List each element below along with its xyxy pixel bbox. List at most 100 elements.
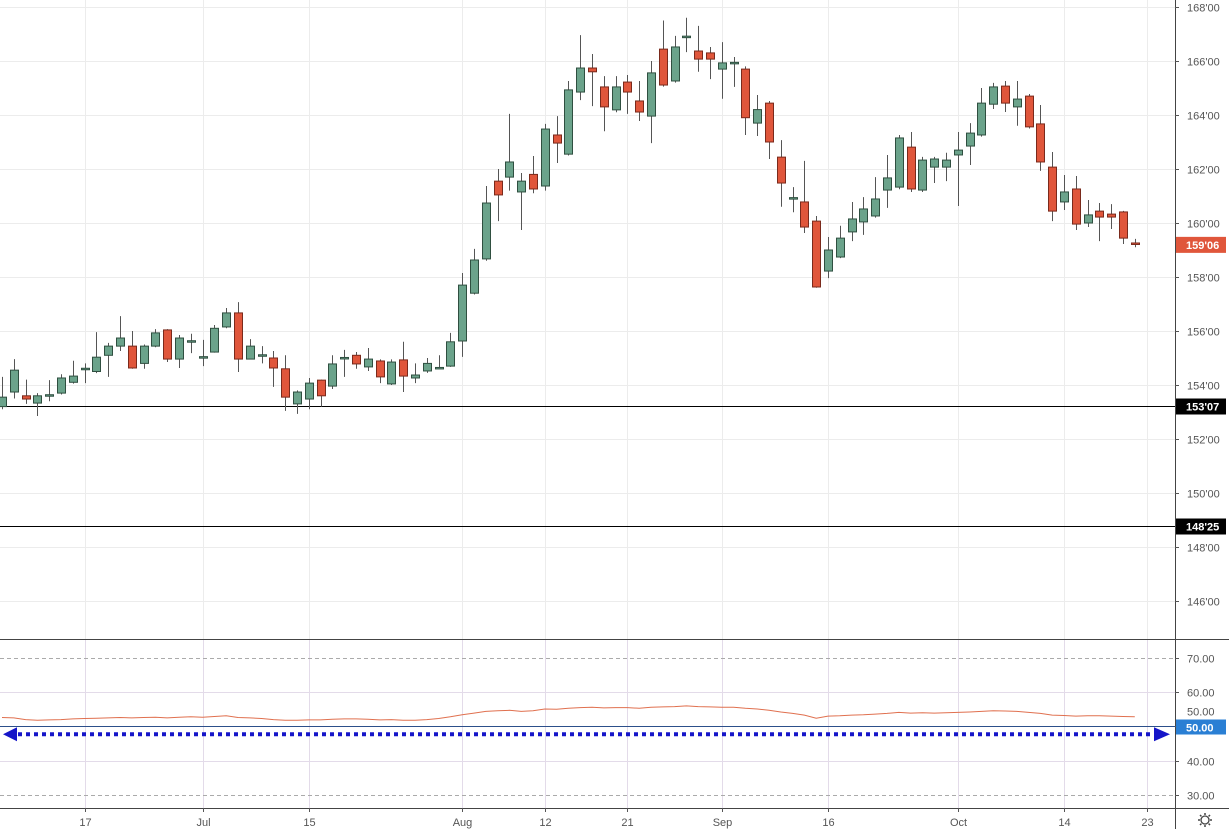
candle bbox=[741, 66, 750, 135]
candle bbox=[1119, 210, 1128, 245]
candle-body bbox=[859, 208, 868, 223]
candle-body bbox=[765, 102, 774, 143]
candle bbox=[411, 363, 420, 384]
time-tick-label: 21 bbox=[621, 817, 633, 829]
price-tick-label: 156'00 bbox=[1187, 327, 1220, 339]
price-axis[interactable]: 168'00 166'00 164'00 162'00 160'00 158'00 156'… bbox=[1175, 3, 1226, 803]
candle-body bbox=[682, 35, 691, 39]
arrow-left-icon bbox=[3, 727, 17, 742]
candle bbox=[541, 123, 550, 191]
candle-body bbox=[576, 67, 585, 93]
candle bbox=[364, 348, 373, 371]
candle-body bbox=[305, 382, 314, 400]
price-tick-label: 164'00 bbox=[1187, 111, 1220, 123]
candle bbox=[33, 393, 42, 417]
candle-body bbox=[517, 180, 526, 193]
rsi-tick-label: 50.00 bbox=[1187, 707, 1215, 719]
candle-body bbox=[199, 356, 208, 359]
time-tick-label: 12 bbox=[539, 817, 551, 829]
candle-body bbox=[116, 337, 125, 347]
candle-body bbox=[977, 102, 986, 136]
candle bbox=[446, 332, 455, 367]
candle-body bbox=[671, 46, 680, 82]
candle bbox=[1048, 151, 1057, 222]
candle bbox=[352, 352, 361, 369]
candle bbox=[69, 360, 78, 384]
candle-body bbox=[741, 68, 750, 119]
candle bbox=[1084, 200, 1093, 228]
horizontal-lines[interactable] bbox=[0, 406, 1175, 527]
candle bbox=[1131, 238, 1140, 248]
candle bbox=[0, 376, 7, 410]
candle bbox=[81, 363, 90, 384]
candle bbox=[883, 154, 892, 208]
candle-body bbox=[812, 220, 821, 288]
gear-icon[interactable] bbox=[1198, 813, 1212, 827]
price-tick-label: 166'00 bbox=[1187, 57, 1220, 69]
candle-body bbox=[269, 357, 278, 369]
candle bbox=[765, 100, 774, 160]
price-grid bbox=[0, 0, 1175, 639]
candle bbox=[1095, 203, 1104, 242]
candle-body bbox=[1119, 211, 1128, 239]
candle-body bbox=[730, 61, 739, 65]
candle-body bbox=[399, 359, 408, 377]
rsi-tick-label: 40.00 bbox=[1187, 757, 1215, 769]
time-tick-label: 15 bbox=[303, 817, 315, 829]
candle bbox=[293, 390, 302, 414]
candle bbox=[151, 329, 160, 348]
candle-body bbox=[1036, 123, 1045, 163]
candle bbox=[789, 187, 798, 213]
candle bbox=[246, 339, 255, 360]
candle bbox=[1036, 105, 1045, 171]
candle bbox=[600, 76, 609, 132]
time-axis[interactable]: 17 Jul 15 Aug 12 21 Sep 16 Oct 14 23 bbox=[79, 808, 1154, 829]
candle bbox=[1072, 176, 1081, 231]
candle-body bbox=[659, 48, 668, 86]
candle bbox=[104, 342, 113, 377]
candle bbox=[222, 308, 231, 329]
rsi-tick-label: 30.00 bbox=[1187, 791, 1215, 803]
candle-body bbox=[293, 391, 302, 405]
price-tick-label: 150'00 bbox=[1187, 489, 1220, 501]
candle-body bbox=[918, 159, 927, 191]
candle bbox=[269, 350, 278, 387]
candle bbox=[836, 225, 845, 259]
candle-body bbox=[470, 259, 479, 294]
candle bbox=[305, 377, 314, 410]
candle-body bbox=[800, 201, 809, 228]
candle bbox=[317, 379, 326, 407]
candle bbox=[647, 61, 656, 144]
rsi-tick-label: 60.00 bbox=[1187, 688, 1215, 700]
horizontal-line-label: 148'25 bbox=[1186, 522, 1219, 534]
candle bbox=[376, 359, 385, 384]
candle-body bbox=[494, 180, 503, 196]
candle-body bbox=[541, 128, 550, 187]
rsi-pane bbox=[0, 640, 1175, 808]
candle bbox=[470, 248, 479, 295]
candle bbox=[824, 237, 833, 279]
candle-body bbox=[258, 354, 267, 357]
candle-body bbox=[706, 52, 715, 60]
candle bbox=[140, 344, 149, 369]
candle bbox=[505, 113, 514, 191]
candle bbox=[588, 53, 597, 107]
candle-body bbox=[1001, 85, 1010, 104]
candle-body bbox=[942, 159, 951, 168]
price-tick-label: 162'00 bbox=[1187, 165, 1220, 177]
candle bbox=[210, 325, 219, 353]
rsi-highlight-tag bbox=[1176, 719, 1226, 735]
candle bbox=[812, 215, 821, 288]
time-tick-label: 14 bbox=[1058, 817, 1070, 829]
candle-body bbox=[57, 377, 66, 394]
candle-body bbox=[435, 366, 444, 370]
candle-body bbox=[446, 341, 455, 367]
candle bbox=[1001, 80, 1010, 113]
candle-body bbox=[1025, 95, 1034, 128]
candle bbox=[234, 302, 243, 373]
candle-body bbox=[612, 86, 621, 111]
candle-body bbox=[1013, 98, 1022, 108]
candle-body bbox=[411, 374, 420, 379]
candle-body bbox=[883, 177, 892, 191]
